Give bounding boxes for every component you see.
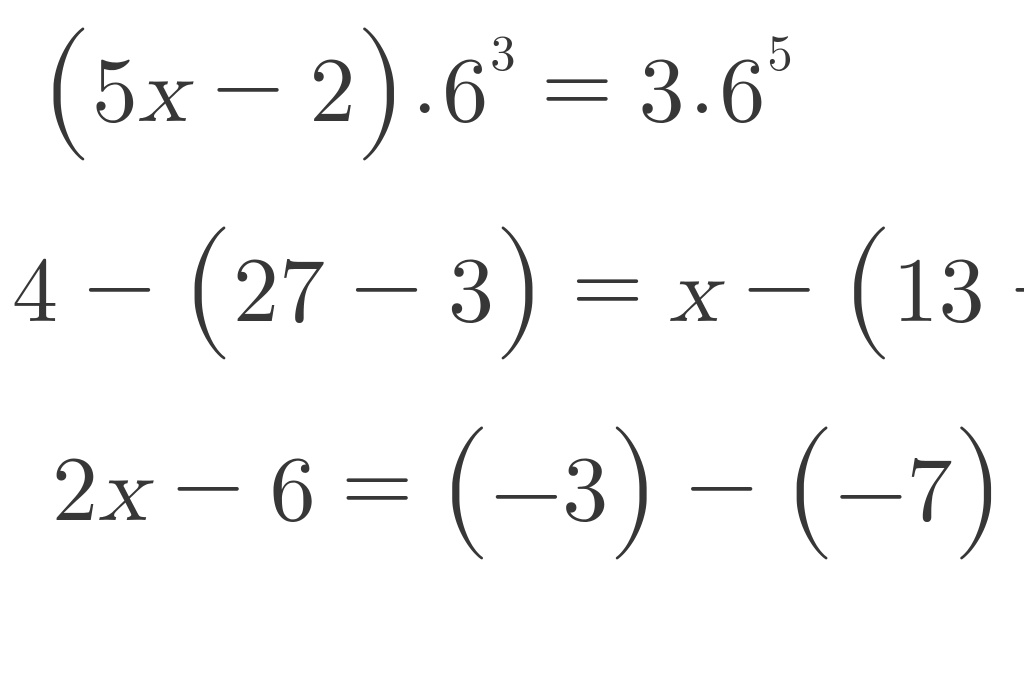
right-paren: )	[608, 432, 660, 539]
equals-op: =	[341, 438, 413, 530]
mult-dot: .	[689, 39, 715, 131]
const-13: 13	[893, 247, 985, 339]
left-paren: (	[439, 432, 491, 539]
const-3: 3	[639, 47, 685, 139]
base-6: 6	[442, 47, 488, 139]
math-equations-page: (5x−2).63=3.65 4−(27−3)=x−(13−4) 2x−6=(−…	[0, 0, 1024, 546]
const-7: 7	[907, 446, 953, 538]
coeff-5: 5	[92, 47, 138, 139]
minus-op: −	[212, 39, 284, 131]
left-paren: (	[841, 233, 893, 340]
variable-x: x	[669, 247, 718, 339]
minus-op: −	[686, 438, 758, 530]
neg-sign: −	[491, 446, 563, 538]
minus-op: −	[84, 239, 156, 331]
right-paren: )	[494, 233, 546, 340]
left-paren: (	[181, 233, 233, 340]
equals-op: =	[541, 39, 613, 131]
const-27: 27	[233, 247, 325, 339]
variable-x: x	[98, 446, 147, 538]
exponent-5: 5	[767, 29, 792, 80]
equation-2: 4−(27−3)=x−(13−4)	[12, 239, 1024, 347]
const-3: 3	[448, 247, 494, 339]
minus-op: −	[1010, 239, 1024, 331]
left-paren: (	[783, 432, 835, 539]
coeff-2: 2	[52, 446, 98, 538]
minus-op: −	[351, 239, 423, 331]
minus-op: −	[172, 438, 244, 530]
neg-sign: −	[835, 446, 907, 538]
const-6: 6	[270, 446, 316, 538]
right-paren: )	[356, 33, 408, 140]
variable-x: x	[138, 47, 187, 139]
equation-1: (5x−2).63=3.65	[40, 30, 1024, 147]
left-paren: (	[40, 33, 92, 140]
equation-3: 2x−6=(−3)−(−7)	[52, 438, 1024, 546]
base-6: 6	[719, 47, 765, 139]
minus-op: −	[743, 239, 815, 331]
mult-dot: .	[412, 39, 438, 131]
equals-op: =	[572, 239, 644, 331]
exponent-3: 3	[490, 29, 515, 80]
const-3: 3	[562, 446, 608, 538]
right-paren: )	[953, 432, 1005, 539]
const-2: 2	[310, 47, 356, 139]
const-4: 4	[12, 247, 58, 339]
